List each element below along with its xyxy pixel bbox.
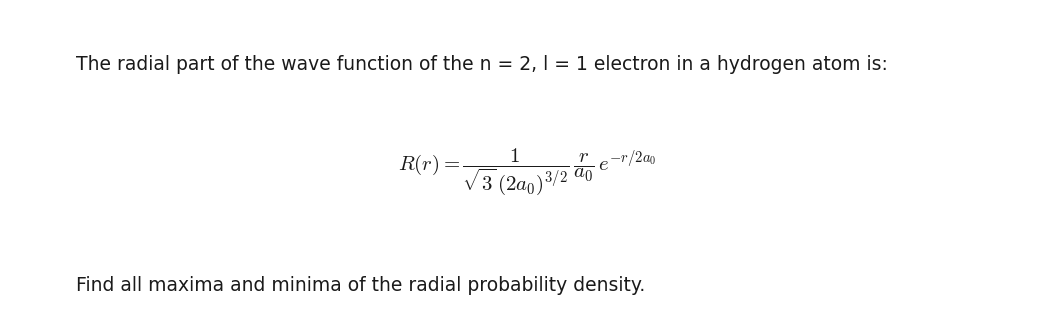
Text: Find all maxima and minima of the radial probability density.: Find all maxima and minima of the radial…: [76, 276, 645, 295]
Text: The radial part of the wave function of the n = 2, l = 1 electron in a hydrogen : The radial part of the wave function of …: [76, 55, 887, 74]
Text: $R(r) = \dfrac{1}{\sqrt{3}\,(2a_0)^{3/2}}\,\dfrac{r}{a_0}\,e^{-r/2a_0}$: $R(r) = \dfrac{1}{\sqrt{3}\,(2a_0)^{3/2}…: [397, 146, 657, 197]
